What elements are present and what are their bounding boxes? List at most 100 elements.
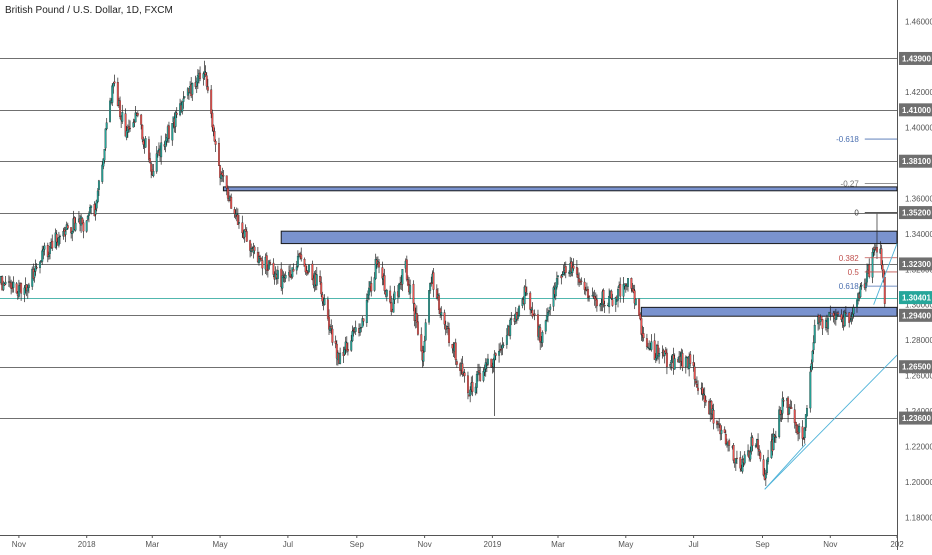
candle (860, 284, 863, 287)
time-tick-label: Jul (283, 540, 293, 549)
candle (852, 307, 855, 315)
candle (191, 83, 194, 95)
candle (461, 363, 464, 375)
candle (142, 140, 145, 145)
candle (723, 429, 726, 433)
time-tick-label: 2019 (484, 540, 502, 549)
candle (175, 112, 178, 115)
candle (97, 180, 100, 190)
candle (813, 324, 816, 344)
level-label-bg (899, 154, 932, 168)
candle (129, 127, 131, 130)
candle (531, 309, 534, 317)
candle (331, 328, 334, 343)
candle (850, 318, 853, 320)
candle (505, 335, 508, 345)
candle (638, 298, 641, 316)
candle (692, 362, 695, 366)
level-label: 1.35200 (902, 209, 931, 218)
candle (764, 473, 767, 479)
time-tick-label: Jul (688, 540, 698, 549)
candle (303, 259, 306, 267)
candle (529, 292, 532, 310)
price-tick-label: 1.18000 (905, 513, 932, 522)
candle (454, 342, 457, 360)
candle (124, 113, 127, 137)
candle (580, 280, 583, 282)
candle (642, 333, 645, 339)
candle (494, 353, 497, 356)
candle (774, 436, 777, 439)
price-tick-label: 1.46000 (905, 17, 932, 26)
candle (811, 350, 814, 363)
candle (634, 298, 637, 306)
price-tick-label: 1.30000 (905, 301, 932, 310)
candle (810, 363, 813, 371)
candle (230, 196, 233, 209)
candle (244, 229, 247, 232)
candle (788, 407, 791, 415)
candle (136, 113, 139, 116)
time-tick-label: 202 (890, 540, 904, 549)
candle (739, 457, 742, 469)
candle (109, 100, 111, 122)
candle (96, 190, 99, 202)
level-label-bg (899, 308, 932, 322)
fib-level-label: -0.618 (836, 135, 859, 144)
candle (119, 100, 121, 117)
candle (455, 361, 458, 365)
candle (448, 328, 451, 343)
candle (685, 356, 688, 359)
candle (577, 274, 579, 279)
candle (276, 270, 279, 279)
candle (443, 312, 446, 325)
chart-title: British Pound / U.S. Dollar, 1D, FXCM (5, 5, 173, 16)
candle (392, 299, 395, 313)
fib-level-label: 0.5 (848, 268, 860, 277)
time-tick-label: 2018 (78, 540, 96, 549)
candle (798, 426, 801, 433)
time-tick-label: Nov (12, 540, 26, 549)
candle (802, 438, 805, 440)
candle (549, 306, 552, 310)
candle (144, 138, 147, 148)
candle (260, 258, 263, 261)
candle (378, 261, 380, 268)
candle (809, 371, 812, 409)
plot-area (0, 0, 897, 535)
candle (59, 235, 61, 238)
candle (398, 283, 400, 297)
candle (87, 213, 90, 216)
candle (617, 288, 619, 301)
candle (360, 327, 363, 329)
candle (510, 318, 513, 320)
candle (47, 254, 50, 257)
candle (389, 290, 392, 303)
candle (381, 267, 384, 279)
candle (572, 265, 575, 269)
candle (10, 282, 13, 289)
candle (658, 353, 661, 357)
level-label-bg (899, 257, 932, 271)
candle (881, 264, 884, 271)
candle (354, 327, 357, 332)
candle (871, 252, 874, 278)
candle (214, 140, 217, 145)
candle (544, 320, 547, 332)
candle (509, 319, 512, 336)
candle (751, 437, 754, 446)
trendline (764, 354, 898, 490)
candle (834, 314, 837, 321)
candle (420, 334, 423, 352)
candle (603, 305, 606, 307)
candle (261, 260, 264, 269)
candle (27, 284, 30, 288)
candle (415, 313, 418, 323)
candle (429, 283, 432, 291)
price-tick-label: 1.34000 (905, 230, 932, 239)
candle (308, 264, 310, 273)
candle (430, 283, 433, 285)
candle (134, 112, 137, 123)
